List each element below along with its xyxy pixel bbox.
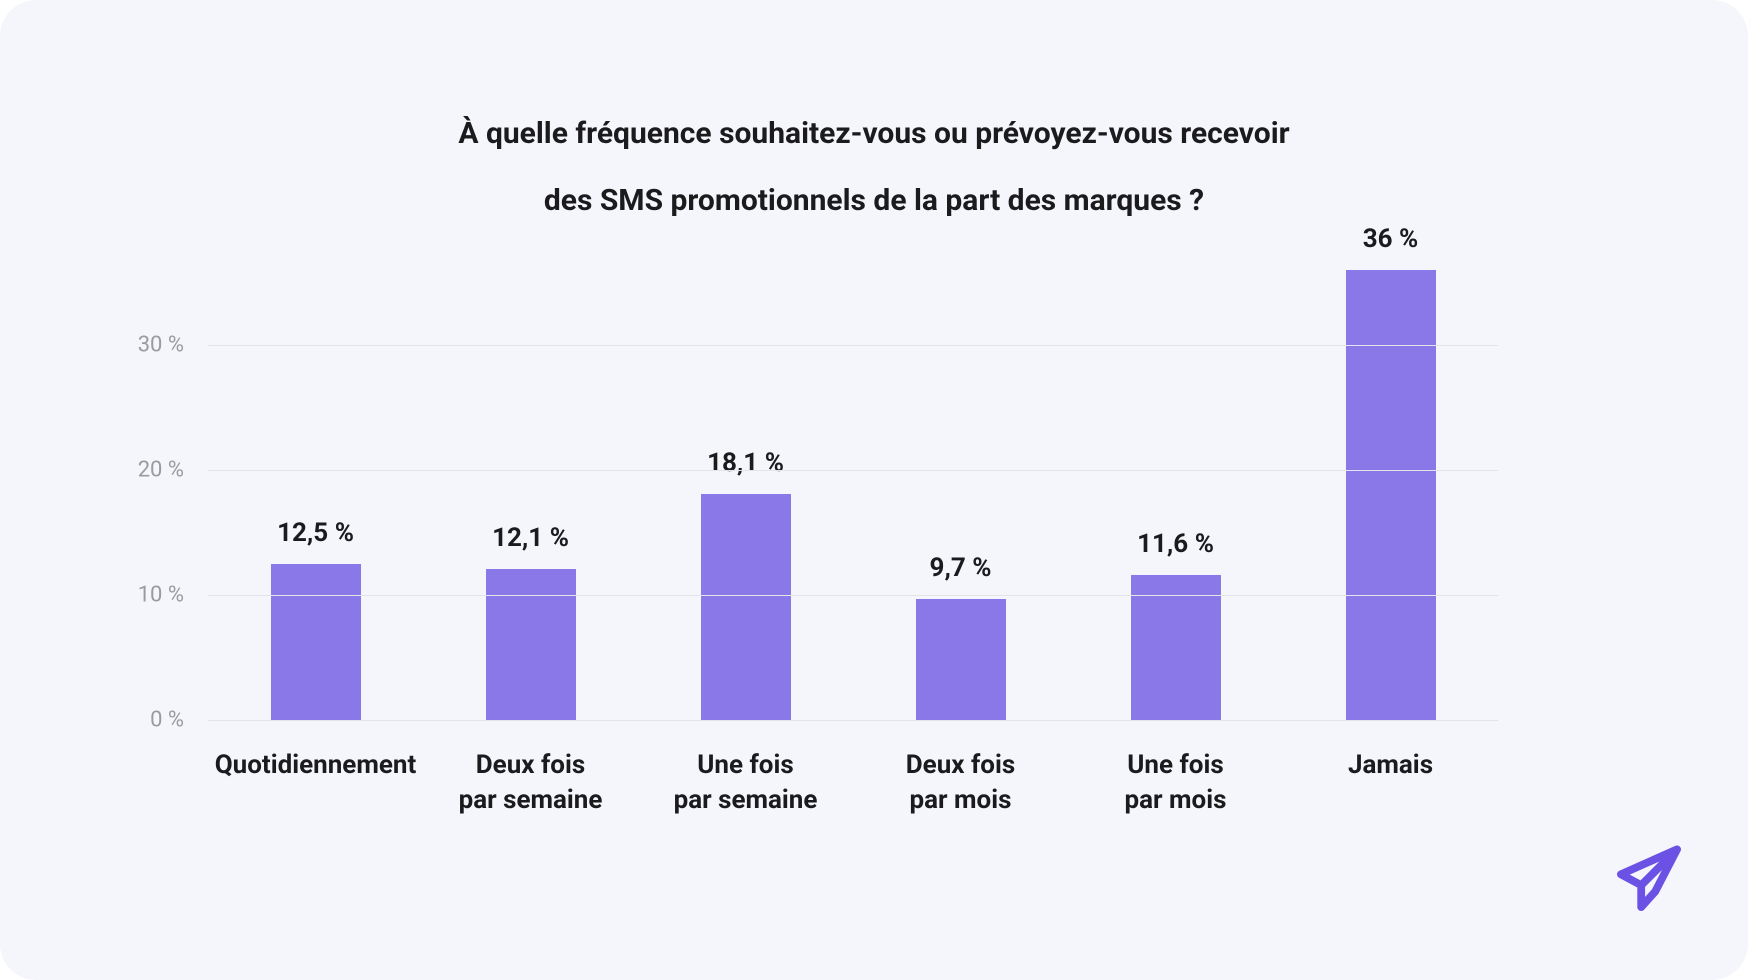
bar-wrap: 12,5 % xyxy=(208,245,423,720)
bar xyxy=(1131,575,1221,720)
bar-wrap: 11,6 % xyxy=(1068,245,1283,720)
x-axis-labels: QuotidiennementDeux foispar semaineUne f… xyxy=(208,748,1498,818)
bar-chart: 12,5 %12,1 %18,1 %9,7 %11,6 %36 % 0 %10 … xyxy=(208,245,1498,720)
x-axis-label: Quotidiennement xyxy=(208,748,423,818)
bar-value-label: 9,7 % xyxy=(930,553,992,583)
bar-value-label: 12,1 % xyxy=(492,523,569,553)
y-gridline xyxy=(208,345,1498,346)
brand-logo-icon xyxy=(1610,840,1688,918)
bar-wrap: 36 % xyxy=(1283,245,1498,720)
chart-title-line2: des SMS promotionnels de la part des mar… xyxy=(0,177,1748,225)
chart-card: À quelle fréquence souhaitez-vous ou pré… xyxy=(0,0,1748,980)
x-axis-label: Une foispar mois xyxy=(1068,748,1283,818)
y-axis-label: 0 % xyxy=(150,708,208,733)
bar-wrap: 9,7 % xyxy=(853,245,1068,720)
bar xyxy=(1346,270,1436,720)
y-gridline xyxy=(208,595,1498,596)
x-axis-label: Deux foispar mois xyxy=(853,748,1068,818)
chart-title: À quelle fréquence souhaitez-vous ou pré… xyxy=(0,110,1748,225)
y-axis-label: 10 % xyxy=(138,583,208,608)
bars-container: 12,5 % 12,1 % 18,1 % 9,7 % 11,6 % 36 % xyxy=(208,245,1498,720)
bar xyxy=(486,569,576,720)
x-axis-label: Deux foispar semaine xyxy=(423,748,638,818)
y-axis-label: 30 % xyxy=(138,333,208,358)
bar-wrap: 18,1 % xyxy=(638,245,853,720)
y-axis-label: 20 % xyxy=(138,458,208,483)
bar-value-label: 11,6 % xyxy=(1137,529,1214,559)
y-gridline xyxy=(208,720,1498,721)
y-gridline xyxy=(208,470,1498,471)
x-axis-label: Jamais xyxy=(1283,748,1498,818)
bar-value-label: 36 % xyxy=(1363,224,1419,254)
bar xyxy=(701,494,791,720)
x-axis-label: Une foispar semaine xyxy=(638,748,853,818)
bar-value-label: 12,5 % xyxy=(277,518,354,548)
bar xyxy=(916,599,1006,720)
bar-value-label: 18,1 % xyxy=(707,448,784,478)
bar xyxy=(271,564,361,720)
chart-title-line1: À quelle fréquence souhaitez-vous ou pré… xyxy=(0,110,1748,158)
bar-wrap: 12,1 % xyxy=(423,245,638,720)
